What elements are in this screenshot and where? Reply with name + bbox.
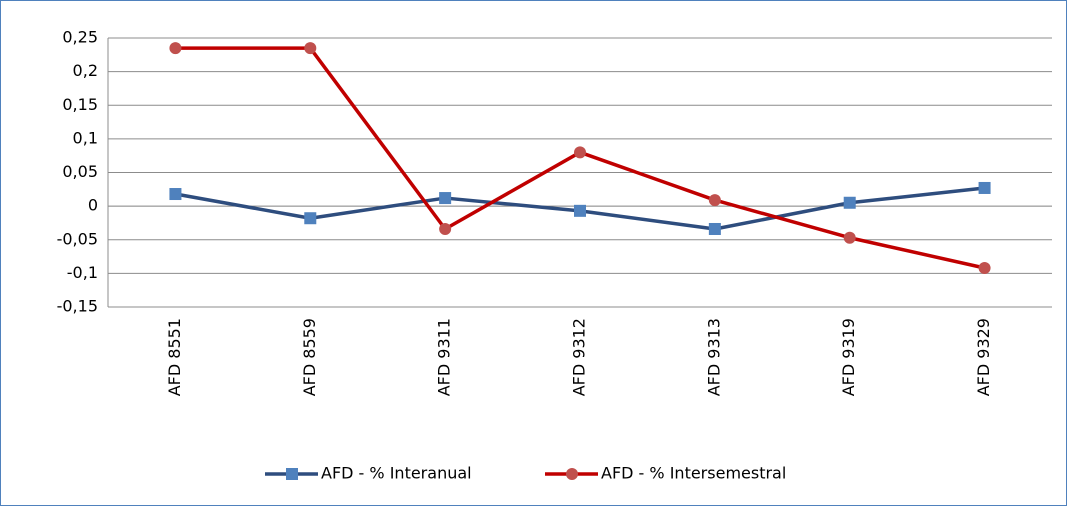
data-point — [978, 181, 991, 194]
x-tick-label: AFD 8551 — [165, 318, 184, 396]
data-point — [439, 222, 452, 235]
y-tick-label: 0,25 — [62, 28, 98, 47]
data-point — [304, 42, 317, 55]
x-tick-label: AFD 9311 — [435, 318, 454, 396]
x-tick-label: AFD 9313 — [704, 318, 723, 396]
x-tick-label: AFD 9319 — [839, 318, 858, 396]
data-point — [843, 196, 856, 209]
legend-marker — [566, 468, 578, 480]
data-point — [708, 194, 721, 207]
x-tick-label: AFD 9312 — [570, 318, 589, 396]
y-tick-label: 0,05 — [62, 162, 98, 181]
y-tick-label: 0 — [88, 196, 98, 215]
legend-marker — [286, 468, 298, 480]
y-tick-label: 0,2 — [73, 61, 98, 80]
y-tick-label: -0,15 — [57, 297, 98, 316]
legend-label: AFD - % Interanual — [321, 464, 472, 483]
data-point — [439, 192, 452, 205]
x-tick-label: AFD 8559 — [300, 318, 319, 396]
data-point — [574, 204, 586, 217]
data-point — [843, 231, 856, 244]
data-point — [169, 42, 182, 55]
data-point — [169, 188, 182, 201]
data-point — [978, 261, 991, 274]
data-point — [574, 146, 586, 159]
y-tick-label: -0,05 — [57, 229, 98, 248]
y-tick-label: 0,1 — [73, 128, 98, 147]
y-tick-label: -0,1 — [67, 263, 98, 282]
y-tick-label: 0,15 — [62, 95, 98, 114]
x-tick-label: AFD 9329 — [974, 318, 993, 396]
data-point — [304, 212, 317, 225]
legend-label: AFD - % Intersemestral — [601, 464, 786, 483]
data-point — [708, 222, 721, 235]
